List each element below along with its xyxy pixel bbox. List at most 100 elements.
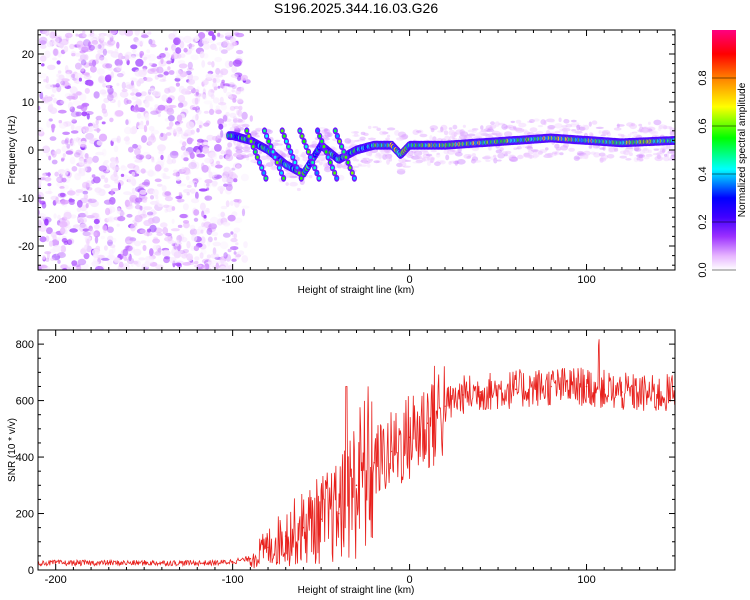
x-tick-label: -200 [45, 574, 67, 586]
spectrogram-speckle [116, 223, 120, 227]
spectrogram-speckle [201, 164, 209, 173]
spectrogram-speckle [41, 202, 47, 209]
spectrogram-halo [271, 166, 277, 170]
spectrogram-halo [323, 162, 329, 168]
spectrogram-speckle [44, 50, 51, 59]
spectrogram-speckle [194, 35, 200, 42]
spectrogram-speckle [135, 58, 144, 67]
spectrogram-speckle [194, 92, 202, 97]
spectrogram-speckle [56, 237, 61, 241]
spectrogram-speckle [93, 218, 100, 225]
spectrogram-speckle [76, 105, 85, 110]
spectrogram-speckle [119, 211, 126, 216]
spectrogram-speckle [201, 222, 205, 228]
spectrogram-speckle [136, 228, 146, 234]
spectrogram-speckle [49, 136, 57, 141]
spectrogram-halo [593, 152, 601, 158]
colorbar-ticks: 0.0 0.2 0.4 0.6 0.8 [697, 70, 736, 278]
spectrogram-speckle [194, 256, 200, 261]
spectrogram-speckle [187, 43, 195, 48]
spectrogram-speckle [160, 154, 164, 161]
spectrogram-speckle [128, 146, 134, 153]
spectrogram-halo [323, 140, 330, 144]
spectrogram-speckle [144, 100, 150, 108]
spectrogram-speckle [99, 57, 108, 65]
spectrogram-speckle [134, 69, 143, 77]
spectrogram-speckle [85, 210, 89, 216]
spectrogram-speckle [241, 255, 249, 263]
spectrogram-speckle [57, 252, 66, 259]
spectrogram-speckle [210, 216, 219, 224]
spectrogram-speckle [194, 97, 199, 105]
spectrogram-speckle [230, 231, 234, 235]
spectrogram-speckle [217, 85, 221, 89]
spectrogram-speckle [126, 213, 133, 218]
spectrogram-halo [543, 120, 547, 126]
spectrogram-speckle [64, 139, 69, 145]
spectrogram-speckle [206, 254, 211, 259]
spectrogram-speckle [69, 142, 75, 147]
spectrogram-halo [561, 125, 568, 129]
spectrogram-speckle [69, 43, 75, 50]
spectrogram-speckle [146, 49, 151, 54]
spectrogram-speckle [100, 175, 106, 180]
spectrogram-speckle [157, 247, 162, 253]
spectrogram-speckle [207, 152, 217, 158]
spectrogram-streak-core [264, 176, 268, 180]
spectrogram-halo [449, 135, 455, 139]
spectrogram-halo [318, 127, 326, 130]
spectrogram-halo [367, 125, 372, 130]
spectrogram-halo [378, 154, 382, 160]
spectrogram-streak-core [335, 176, 339, 180]
spectrogram-speckle [156, 232, 163, 237]
spectrogram-halo [459, 131, 469, 137]
spectrogram-speckle [87, 198, 97, 203]
spectrogram-halo [398, 157, 407, 163]
spectrogram-speckle [129, 55, 137, 60]
spectrogram-halo [353, 133, 359, 137]
spectrogram-streak-core [336, 134, 339, 138]
spectrogram-halo [654, 155, 663, 162]
spectrogram-halo [658, 124, 667, 130]
spectrogram-halo [239, 127, 244, 131]
spectrogram-speckle [144, 196, 148, 200]
spectrogram-speckle [139, 40, 143, 47]
spectrogram-halo [533, 118, 540, 122]
snr-y-ticks: 0 200 400 600 800 [16, 329, 675, 577]
spectrogram-speckle [149, 107, 154, 111]
spectrogram-speckle [80, 140, 87, 145]
spectrogram-halo [663, 155, 670, 162]
spectrogram-speckle [237, 109, 243, 117]
spectrogram-speckle [232, 118, 238, 123]
spectrogram-speckle [212, 265, 221, 269]
spectrogram-speckle [39, 40, 47, 46]
spectrogram-speckle [229, 95, 234, 100]
spectrogram-speckle [159, 79, 167, 82]
spectrogram-streak-core [298, 129, 302, 133]
spectrogram-speckle [116, 41, 120, 49]
spectrogram-speckle [107, 93, 114, 102]
spectrogram-speckle [80, 143, 87, 148]
spectrogram-speckle [130, 53, 137, 58]
spectrogram-halo [513, 127, 523, 131]
y-tick-label: 20 [22, 49, 34, 61]
spectrogram-halo [365, 160, 372, 164]
spectrogram-speckle [125, 118, 131, 125]
spectrogram-halo [480, 125, 484, 130]
spectrogram-halo [429, 125, 438, 131]
spectrogram-speckle [163, 167, 169, 172]
spectrogram-speckle [102, 48, 107, 56]
spectrogram-speckle [73, 224, 80, 228]
spectrogram-halo [486, 128, 495, 133]
spectrogram-speckle [217, 185, 226, 192]
spectrogram-speckle [116, 135, 121, 144]
spectrogram-halo [562, 130, 569, 136]
spectrogram-speckle [205, 207, 210, 212]
spectrogram-speckle [193, 264, 202, 268]
spectrogram-speckle [140, 34, 149, 39]
spectrogram-speckle [154, 178, 162, 183]
spectrogram-speckle [101, 91, 109, 97]
spectrogram-speckle [113, 257, 121, 263]
spectrogram-speckle [125, 84, 134, 89]
spectrogram-speckle [81, 161, 91, 168]
